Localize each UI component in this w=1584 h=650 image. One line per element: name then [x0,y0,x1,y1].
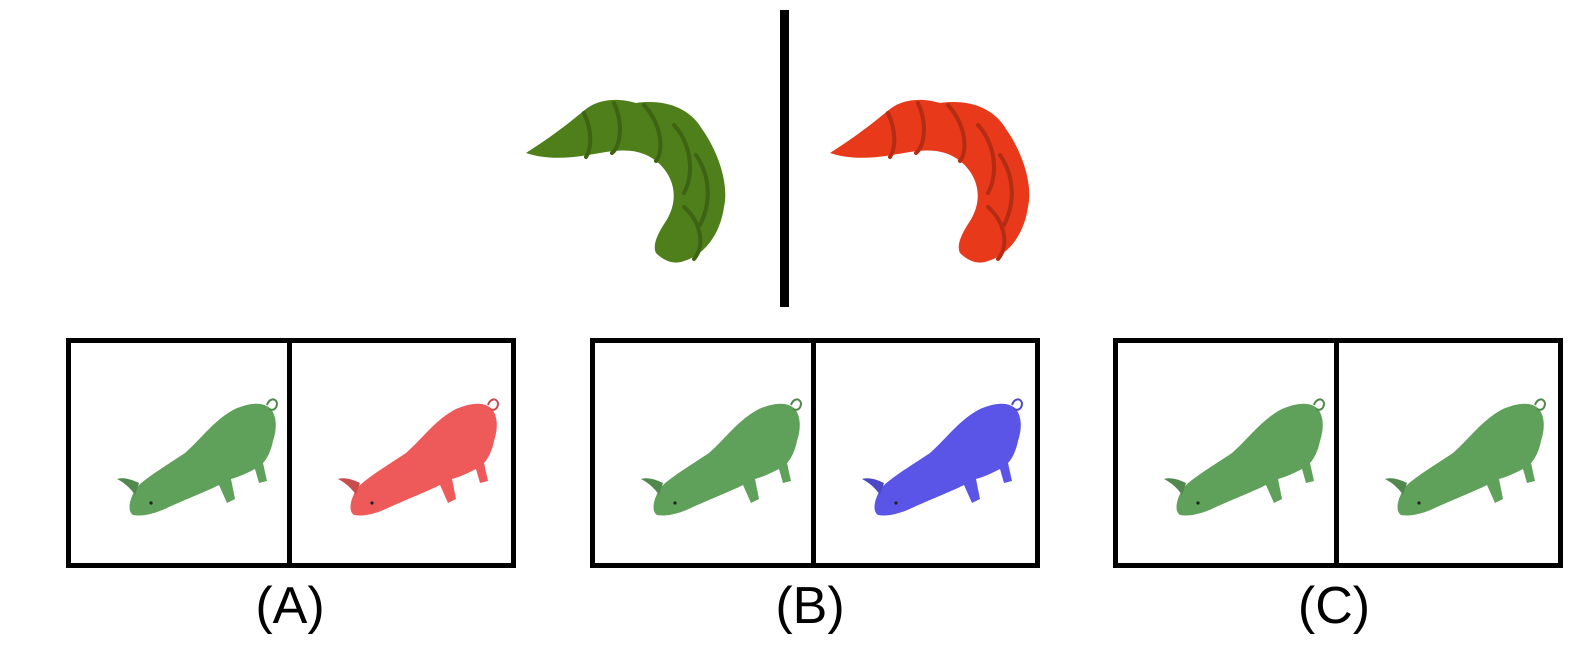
pig-icon [641,398,803,516]
prompt-pair [510,0,1050,320]
option-b-divider [811,343,816,563]
pig-icon [862,398,1024,516]
pig-icon [1385,398,1547,516]
option-b-right-panel [816,343,1032,563]
pig-icon [117,398,279,516]
pig-icon [1164,398,1326,516]
option-a-left-panel [71,343,287,563]
option-a-label: (A) [255,577,325,635]
option-c-divider [1334,343,1339,563]
croissant-icon [526,99,726,263]
option-b-left-panel [595,343,811,563]
option-a-right-panel [292,343,508,563]
option-b-label: (B) [775,577,845,635]
prompt-divider [780,10,789,307]
option-c-label: (C) [1297,577,1371,635]
option-a-box[interactable] [66,338,516,568]
option-a-divider [287,343,292,563]
prompt-croissants [526,99,1030,263]
option-c-right-panel [1339,343,1555,563]
pig-icon [338,398,500,516]
option-c-left-panel [1118,343,1334,563]
croissant-icon [830,99,1030,263]
option-b-box[interactable] [590,338,1040,568]
option-c-box[interactable] [1113,338,1563,568]
